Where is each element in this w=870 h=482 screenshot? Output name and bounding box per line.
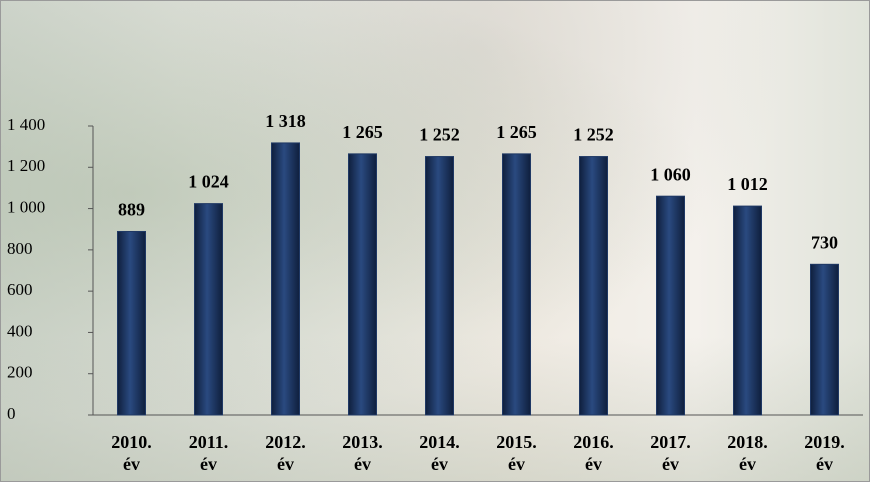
y-tick-label: 400: [7, 321, 33, 340]
y-tick-label: 600: [7, 280, 33, 299]
x-tick-label: 2015. év: [496, 432, 537, 474]
y-tick-label: 1 200: [7, 156, 45, 175]
x-tick-label: 2010. év: [111, 432, 152, 474]
value-label: 889: [118, 200, 145, 220]
bar: [425, 156, 454, 416]
bar: [271, 142, 300, 416]
y-tick-label: 800: [7, 239, 33, 258]
value-label: 1 265: [342, 122, 383, 142]
bar: [194, 203, 223, 416]
bar: [733, 205, 762, 416]
value-label: 1 265: [496, 122, 537, 142]
x-tick-label: 2017. év: [650, 432, 691, 474]
bar: [502, 153, 531, 416]
x-tick-label: 2018. év: [727, 432, 768, 474]
value-label: 1 318: [265, 111, 306, 131]
x-tick-label: 2014. év: [419, 432, 460, 474]
bar: [117, 230, 146, 416]
x-tick-label: 2019. év: [804, 432, 845, 474]
y-tick-label: 200: [7, 363, 33, 382]
value-label: 1 024: [188, 172, 229, 192]
value-label: 1 252: [419, 125, 460, 145]
x-tick-label: 2012. év: [265, 432, 306, 474]
bar: [579, 156, 608, 416]
y-tick-label: 0: [7, 404, 16, 423]
y-tick-label: 1 000: [7, 197, 45, 216]
bar: [656, 195, 685, 416]
x-tick-label: 2016. év: [573, 432, 614, 474]
value-label: 1 060: [650, 164, 691, 184]
x-tick-label: 2011. év: [188, 432, 229, 474]
value-label: 1 012: [727, 174, 768, 194]
x-tick-label: 2013. év: [342, 432, 383, 474]
value-label: 730: [811, 232, 838, 252]
bar: [810, 263, 839, 416]
bar: [348, 153, 377, 416]
y-tick-label: 1 400: [7, 115, 45, 134]
value-label: 1 252: [573, 125, 614, 145]
